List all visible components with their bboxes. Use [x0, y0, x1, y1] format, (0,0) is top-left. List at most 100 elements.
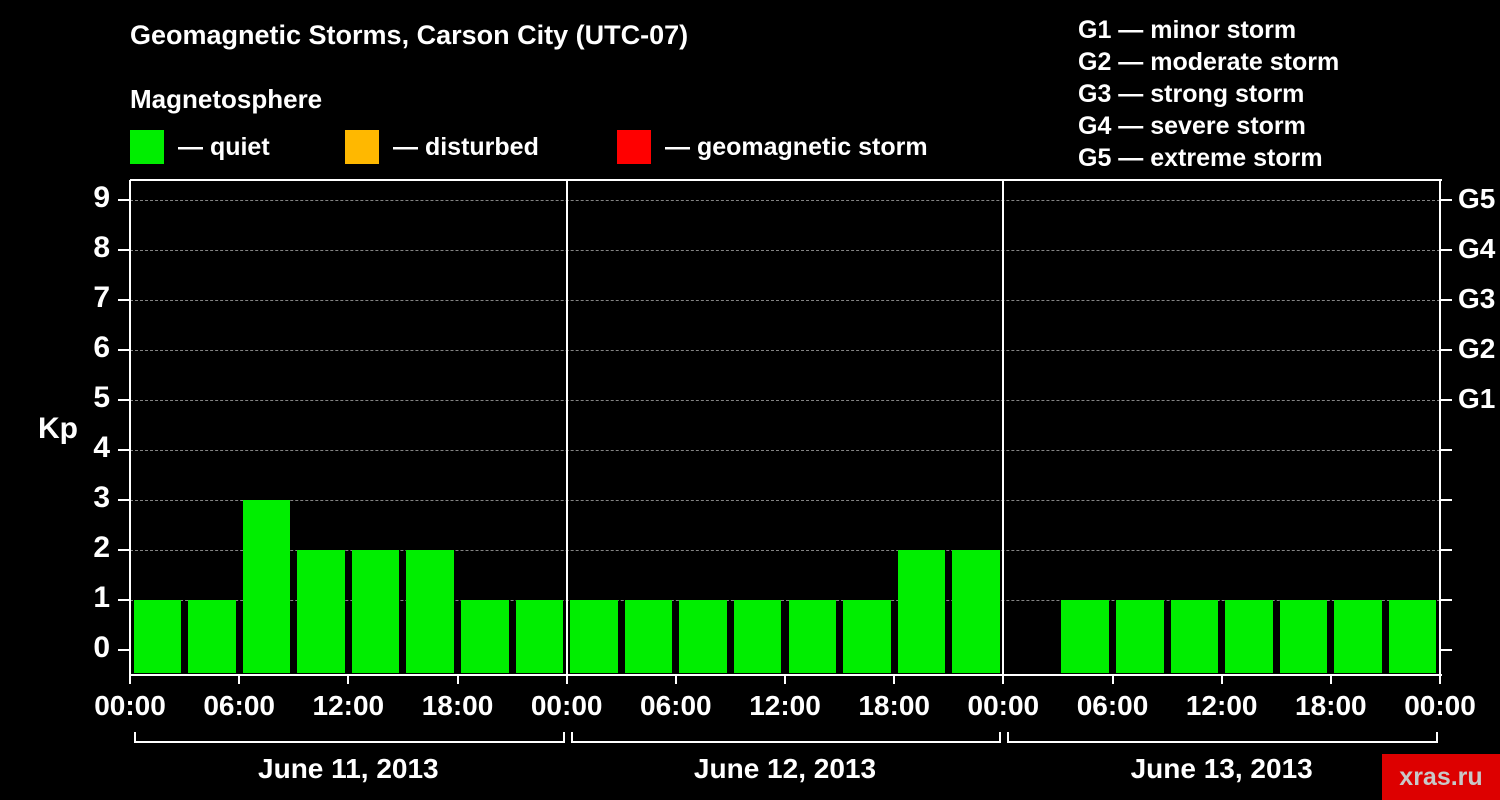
x-tick — [129, 675, 131, 684]
kp-bar — [1170, 600, 1219, 673]
y-tick-right — [1440, 249, 1452, 251]
x-tick — [1002, 675, 1005, 684]
x-tick — [238, 675, 241, 684]
g-scale-line-g2: G2 — moderate storm — [1078, 48, 1340, 76]
day-divider — [1002, 180, 1005, 675]
kp-bar — [1116, 600, 1164, 673]
kp-bar — [624, 600, 673, 673]
g-scale-legend: G1 — minor storm G2 — moderate storm G3 … — [1078, 14, 1339, 174]
y-tick-label: 8 — [93, 231, 110, 264]
y-tick-right — [1440, 449, 1452, 451]
day-divider — [565, 180, 568, 675]
g-scale-line-g3: G3 — strong storm — [1078, 80, 1305, 108]
disturbed-color-swatch — [345, 130, 379, 164]
y-axis-line-left — [129, 180, 131, 675]
y-tick-left — [118, 349, 130, 351]
kp-bar — [788, 600, 837, 673]
date-label: June 12, 2013 — [693, 753, 877, 784]
gridline-kp-2 — [130, 550, 1440, 551]
x-tick — [1220, 675, 1223, 684]
y-tick-label: 7 — [93, 281, 110, 314]
storm-color-swatch — [617, 130, 651, 164]
g-scale-line-g5: G5 — extreme storm — [1078, 144, 1323, 172]
x-tick — [784, 675, 786, 684]
time-label: 00:00 — [530, 690, 603, 721]
x-tick — [1111, 675, 1114, 684]
kp-bar — [952, 550, 1000, 673]
legend-item-storm: — geomagnetic storm — [617, 130, 928, 164]
x-tick — [674, 675, 677, 684]
g-axis-label-g2: G2 — [1458, 333, 1496, 364]
gridline-kp-9 — [130, 200, 1440, 201]
time-label: 00:00 — [94, 690, 166, 721]
gridline-kp-8 — [130, 250, 1440, 251]
plot-border-bottom — [130, 674, 1442, 676]
x-tick — [893, 675, 896, 684]
y-tick-right — [1440, 299, 1452, 301]
y-tick-right — [1440, 599, 1452, 601]
y-tick-left — [118, 599, 130, 601]
y-axis-title: Kp — [38, 412, 78, 445]
kp-bar — [1334, 600, 1382, 673]
date-bracket — [570, 732, 1002, 743]
y-tick-left — [118, 249, 130, 251]
y-tick-right — [1440, 499, 1452, 501]
y-tick-left — [118, 649, 130, 651]
legend-label-disturbed: — disturbed — [393, 132, 539, 161]
time-label: 06:00 — [640, 690, 712, 721]
legend-item-disturbed: — disturbed — [345, 130, 539, 164]
kp-bar — [1388, 600, 1437, 673]
y-tick-label: 2 — [93, 531, 110, 564]
gridline-kp-1 — [130, 600, 1440, 601]
kp-bar — [515, 600, 564, 673]
g-axis-label-g1: G1 — [1458, 383, 1496, 414]
g-axis-label-g4: G4 — [1458, 233, 1496, 264]
g-axis-label-g5: G5 — [1458, 183, 1496, 214]
x-tick — [347, 675, 350, 684]
y-tick-right — [1440, 199, 1452, 201]
gridline-kp-5 — [130, 400, 1440, 401]
y-axis-line-right — [1439, 180, 1441, 675]
kp-bar — [297, 550, 345, 673]
time-label: 12:00 — [1185, 690, 1258, 721]
y-tick-left — [118, 399, 130, 401]
y-tick-label: 9 — [93, 181, 110, 214]
y-tick-label: 3 — [93, 481, 110, 514]
time-label: 00:00 — [967, 690, 1040, 721]
kp-bar — [1061, 600, 1109, 673]
kp-bar — [1225, 600, 1273, 673]
time-label: 06:00 — [1076, 690, 1149, 721]
plot-border-top — [130, 179, 1442, 181]
kp-bar — [679, 600, 727, 673]
time-label: 00:00 — [1404, 690, 1476, 721]
legend-label-quiet: — quiet — [178, 132, 270, 161]
g-scale-line-g4: G4 — severe storm — [1078, 112, 1306, 140]
gridline-kp-3 — [130, 500, 1440, 501]
y-tick-label: 0 — [93, 631, 110, 664]
xras-watermark[interactable]: xras.ru — [1382, 754, 1500, 800]
kp-bar — [351, 550, 400, 673]
kp-bar — [733, 600, 782, 673]
y-tick-right — [1440, 349, 1452, 351]
chart-title: Geomagnetic Storms, Carson City (UTC-07) — [130, 20, 689, 50]
date-bracket — [134, 732, 565, 743]
y-tick-label: 5 — [93, 381, 110, 414]
kp-bar — [406, 550, 454, 673]
y-tick-label: 4 — [93, 431, 110, 464]
time-label: 12:00 — [749, 690, 821, 721]
x-tick — [1329, 675, 1332, 684]
kp-bar — [242, 500, 291, 673]
kp-legend: — quiet — disturbed — geomagnetic storm — [130, 130, 1030, 168]
legend-item-quiet: — quiet — [130, 130, 270, 164]
y-tick-right — [1440, 649, 1452, 651]
kp-bar — [843, 600, 891, 673]
quiet-color-swatch — [130, 130, 164, 164]
date-bracket — [1007, 732, 1438, 743]
y-tick-label: 6 — [93, 331, 110, 364]
time-label: 06:00 — [203, 690, 275, 721]
y-tick-left — [118, 449, 130, 451]
g-scale-line-g1: G1 — minor storm — [1078, 16, 1297, 44]
date-label: June 13, 2013 — [1130, 753, 1313, 784]
